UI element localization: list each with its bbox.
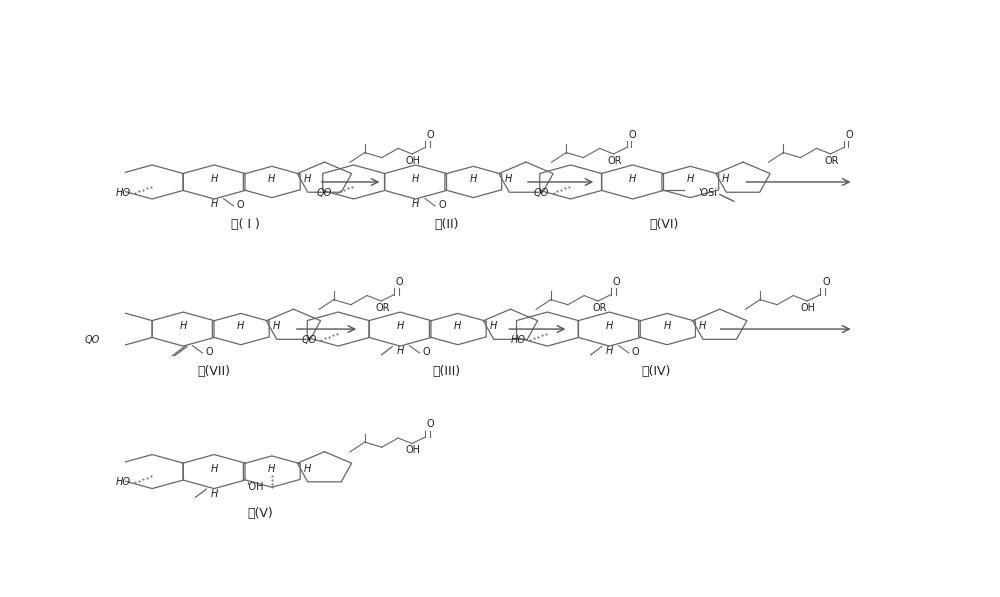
Text: H: H xyxy=(272,321,280,331)
Text: H: H xyxy=(268,464,275,474)
Text: H: H xyxy=(210,199,218,209)
Text: OH: OH xyxy=(406,156,421,166)
Text: 'OH: 'OH xyxy=(247,482,264,492)
Text: H: H xyxy=(699,321,706,331)
Text: OR: OR xyxy=(825,156,839,166)
Text: O: O xyxy=(632,347,639,357)
Text: QO: QO xyxy=(84,335,99,344)
Text: QO: QO xyxy=(534,187,549,198)
Text: 式(V): 式(V) xyxy=(248,507,274,521)
Text: H: H xyxy=(396,346,404,356)
Text: H: H xyxy=(396,321,404,331)
Text: H: H xyxy=(179,321,187,331)
Text: O: O xyxy=(822,277,830,287)
Text: H: H xyxy=(606,321,613,331)
Text: H: H xyxy=(303,174,311,184)
Text: 式(IV): 式(IV) xyxy=(641,365,671,378)
Text: HO: HO xyxy=(115,187,130,198)
Text: 'OSi: 'OSi xyxy=(698,189,717,198)
Text: QO: QO xyxy=(317,187,332,198)
Text: H: H xyxy=(412,174,419,184)
Text: O: O xyxy=(613,277,620,287)
Text: HO: HO xyxy=(115,477,130,487)
Text: H: H xyxy=(210,174,218,184)
Text: H: H xyxy=(454,321,461,331)
Text: O: O xyxy=(427,419,434,429)
Text: HO: HO xyxy=(511,335,526,344)
Text: H: H xyxy=(489,321,497,331)
Text: H: H xyxy=(629,174,636,184)
Text: 式(III): 式(III) xyxy=(433,365,461,378)
Text: O: O xyxy=(427,130,434,140)
Text: H: H xyxy=(412,199,419,209)
Text: O: O xyxy=(396,277,403,287)
Text: H: H xyxy=(210,488,218,498)
Text: O: O xyxy=(423,347,430,357)
Text: H: H xyxy=(470,174,477,184)
Text: H: H xyxy=(303,464,311,474)
Text: 式(VI): 式(VI) xyxy=(649,218,678,231)
Text: H: H xyxy=(237,321,244,331)
Text: OH: OH xyxy=(406,445,421,456)
Text: OR: OR xyxy=(608,156,622,166)
Text: OR: OR xyxy=(592,303,607,313)
Text: O: O xyxy=(628,130,636,140)
Text: O: O xyxy=(438,200,446,210)
Text: O: O xyxy=(845,130,853,140)
Text: 式(VII): 式(VII) xyxy=(198,365,231,378)
Text: OR: OR xyxy=(375,303,390,313)
Text: H: H xyxy=(606,346,613,356)
Text: QO: QO xyxy=(301,335,316,344)
Text: O: O xyxy=(206,347,213,357)
Text: H: H xyxy=(505,174,512,184)
Text: OH: OH xyxy=(801,303,816,313)
Text: H: H xyxy=(722,174,729,184)
Text: 式( I ): 式( I ) xyxy=(231,218,260,231)
Text: H: H xyxy=(663,321,671,331)
Text: H: H xyxy=(687,174,694,184)
Text: O: O xyxy=(237,200,244,210)
Text: H: H xyxy=(210,464,218,474)
Text: 式(II): 式(II) xyxy=(434,218,459,231)
Text: H: H xyxy=(268,174,275,184)
